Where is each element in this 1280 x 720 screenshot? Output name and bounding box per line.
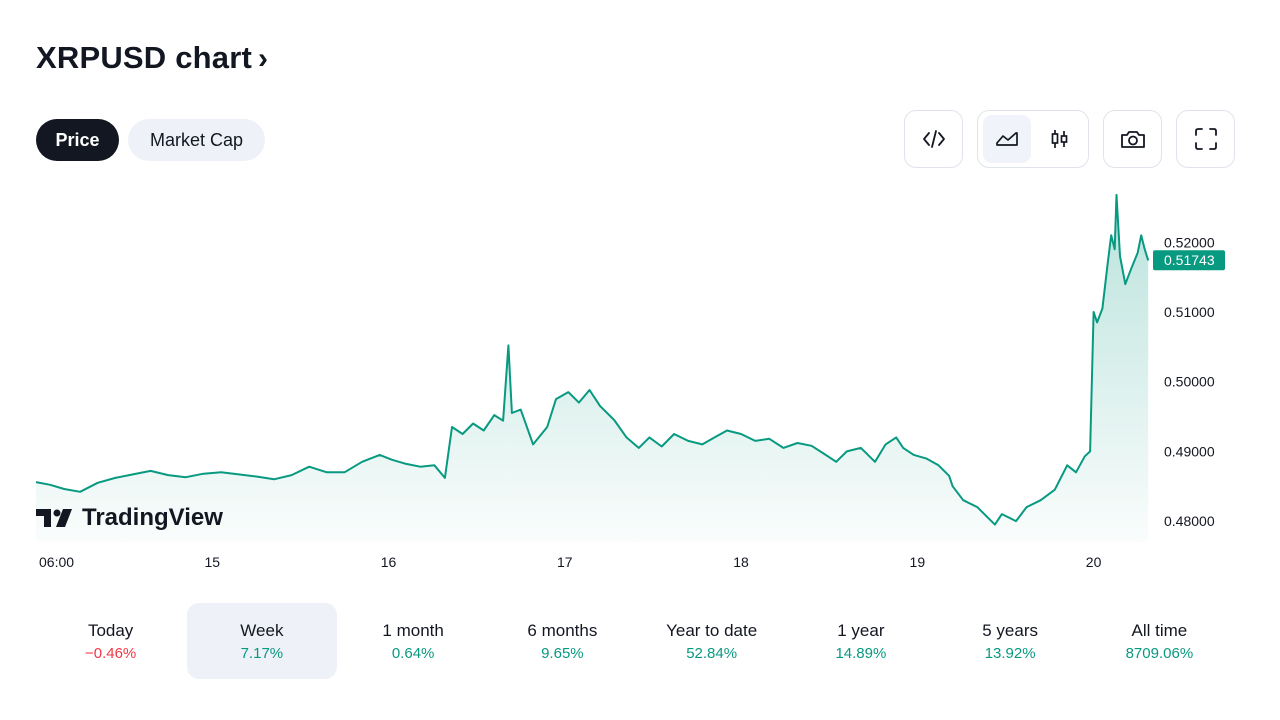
x-tick-label: 17 xyxy=(557,554,573,570)
snapshot-button[interactable] xyxy=(1109,115,1156,163)
area-chart-button[interactable] xyxy=(983,115,1031,163)
candlestick-icon xyxy=(1051,130,1068,148)
y-tick-label: 0.50000 xyxy=(1164,374,1215,390)
fullscreen-group xyxy=(1176,110,1235,168)
x-tick-label: 06:00 xyxy=(39,554,74,570)
period-label: 6 months xyxy=(527,620,598,640)
period-change-value: 13.92% xyxy=(984,644,1036,662)
page-title[interactable]: XRPUSD chart › xyxy=(36,40,268,76)
y-axis: 0.52000 0.51000 0.50000 0.49000 0.48000 xyxy=(1164,234,1215,529)
x-tick-label: 18 xyxy=(733,554,749,570)
camera-icon xyxy=(1120,131,1145,148)
period-change-value: 52.84% xyxy=(686,644,738,662)
embed-button[interactable] xyxy=(910,115,957,163)
tradingview-logo-text: TradingView xyxy=(82,504,223,531)
period-change-value: −0.46% xyxy=(84,644,137,662)
chevron-right-icon: › xyxy=(258,42,269,75)
period-all-time[interactable]: All time 8709.06% xyxy=(1085,603,1234,679)
tab-market-cap[interactable]: Market Cap xyxy=(128,119,265,161)
period-label: 1 year xyxy=(837,620,885,640)
period-1-month[interactable]: 1 month 0.64% xyxy=(339,603,488,679)
fullscreen-icon xyxy=(1194,128,1217,150)
period-label: 1 month xyxy=(382,620,444,640)
x-tick-label: 16 xyxy=(381,554,397,570)
chart-type-group xyxy=(977,110,1089,168)
y-tick-label: 0.51000 xyxy=(1164,304,1215,320)
period-6-months[interactable]: 6 months 9.65% xyxy=(488,603,637,679)
period-selector: Today −0.46% Week 7.17% 1 month 0.64% 6 months… xyxy=(36,603,1234,679)
price-chart[interactable]: 0.52000 0.51000 0.50000 0.49000 0.48000 06:0… xyxy=(0,180,1280,580)
current-price-badge: 0.51743 xyxy=(1153,250,1225,271)
x-tick-label: 15 xyxy=(204,554,220,570)
period-1-year[interactable]: 1 year 14.89% xyxy=(786,603,935,679)
period-change-value: 9.65% xyxy=(541,644,584,662)
period-change-value: 0.64% xyxy=(391,644,435,662)
period-today[interactable]: Today −0.46% xyxy=(36,603,185,679)
chart-area-fill xyxy=(36,194,1149,542)
y-tick-label: 0.49000 xyxy=(1164,443,1215,459)
period-label: 5 years xyxy=(982,620,1038,640)
area-chart-icon xyxy=(996,132,1018,146)
code-icon xyxy=(922,130,945,148)
current-price-label: 0.51743 xyxy=(1164,252,1215,268)
period-change-value: 14.89% xyxy=(835,644,887,662)
period-5-years[interactable]: 5 years 13.92% xyxy=(936,603,1085,679)
embed-group xyxy=(904,110,963,168)
x-tick-label: 20 xyxy=(1086,554,1102,570)
period-label: Week xyxy=(240,620,284,640)
period-label: Today xyxy=(87,620,134,640)
snapshot-group xyxy=(1103,110,1162,168)
chart-price-line xyxy=(35,193,1150,526)
x-axis: 06:00 15 16 17 18 19 20 xyxy=(39,554,1102,570)
tab-price[interactable]: Price xyxy=(36,119,119,161)
y-tick-label: 0.52000 xyxy=(1164,234,1215,250)
period-year-to-date[interactable]: Year to date 52.84% xyxy=(637,603,786,679)
tradingview-logo[interactable]: TradingView xyxy=(36,504,223,532)
current-price-badge-bg xyxy=(1153,250,1225,271)
period-change-value: 8709.06% xyxy=(1125,644,1194,662)
fullscreen-button[interactable] xyxy=(1182,115,1229,163)
tradingview-logo-icon xyxy=(36,509,72,527)
period-change-value: 7.17% xyxy=(240,644,284,662)
x-tick-label: 19 xyxy=(910,554,926,570)
y-tick-label: 0.48000 xyxy=(1164,513,1215,529)
period-label: All time xyxy=(1131,620,1188,640)
page-title-text: XRPUSD chart xyxy=(36,40,253,75)
candlestick-button[interactable] xyxy=(1035,115,1083,163)
period-week[interactable]: Week 7.17% xyxy=(187,603,337,679)
period-label: Year to date xyxy=(666,620,758,640)
